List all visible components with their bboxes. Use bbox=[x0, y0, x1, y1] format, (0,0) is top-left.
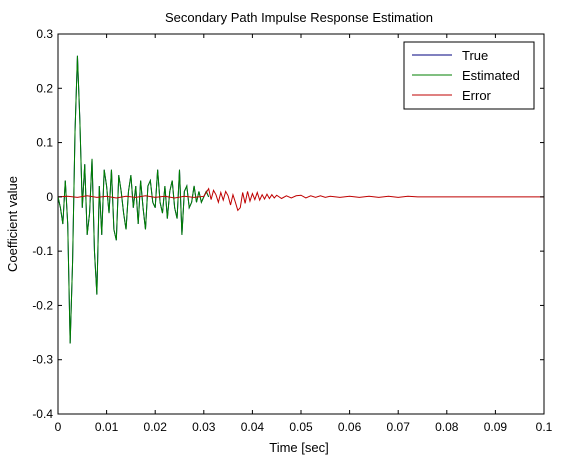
chart-title: Secondary Path Impulse Response Estimati… bbox=[165, 10, 433, 25]
y-tick-label: 0.1 bbox=[36, 136, 53, 150]
legend: True Estimated Error bbox=[403, 41, 535, 110]
y-tick-label: -0.2 bbox=[32, 298, 53, 312]
x-tick-label: 0.08 bbox=[435, 420, 459, 434]
y-tick-label: 0.3 bbox=[36, 27, 53, 41]
legend-label-true: True bbox=[462, 48, 488, 63]
y-tick-label: -0.1 bbox=[32, 244, 53, 258]
x-tick-label: 0.01 bbox=[95, 420, 119, 434]
y-tick-label: -0.4 bbox=[32, 407, 53, 421]
legend-label-estimated: Estimated bbox=[462, 68, 520, 83]
y-tick-label: 0.2 bbox=[36, 81, 53, 95]
x-tick-label: 0.02 bbox=[144, 420, 168, 434]
x-tick-label: 0.05 bbox=[289, 420, 313, 434]
legend-label-error: Error bbox=[462, 88, 492, 103]
x-tick-label: 0.09 bbox=[484, 420, 508, 434]
series-line-estimated bbox=[58, 55, 210, 344]
x-axis-label: Time [sec] bbox=[269, 440, 328, 455]
y-axis-label: Coefficient value bbox=[5, 176, 20, 272]
x-tick-label: 0.03 bbox=[192, 420, 216, 434]
x-tick-label: 0.07 bbox=[387, 420, 411, 434]
x-tick-label: 0.06 bbox=[338, 420, 362, 434]
x-tick-label: 0.1 bbox=[536, 420, 553, 434]
y-tick-label: 0 bbox=[46, 190, 53, 204]
x-tick-label: 0.04 bbox=[241, 420, 265, 434]
y-tick-label: -0.3 bbox=[32, 353, 53, 367]
series-line-error bbox=[58, 187, 544, 212]
x-tick-label: 0 bbox=[55, 420, 62, 434]
